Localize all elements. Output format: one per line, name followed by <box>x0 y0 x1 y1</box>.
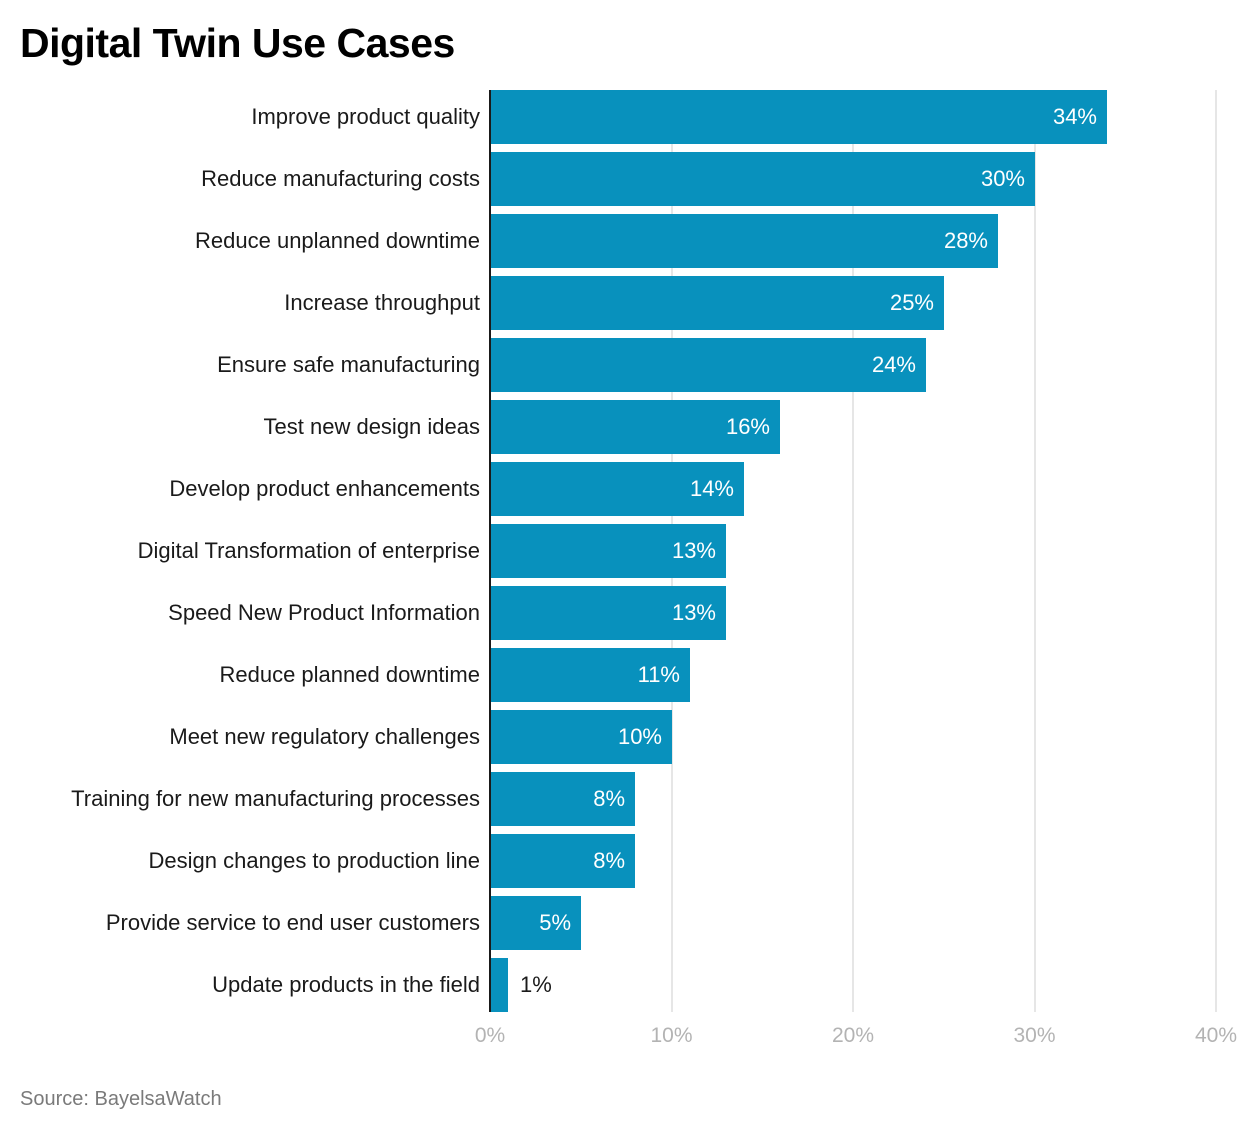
gridline <box>852 90 854 1012</box>
chart-title: Digital Twin Use Cases <box>20 20 455 66</box>
bar <box>491 214 998 268</box>
value-label: 16% <box>725 414 770 439</box>
value-label: 25% <box>889 290 934 315</box>
gridline <box>1033 90 1036 1012</box>
bar-row: Training for new manufacturing processes… <box>0 772 1240 826</box>
category-label: Develop product enhancements <box>169 476 480 501</box>
value-label: 30% <box>980 166 1025 191</box>
category-label: Improve product quality <box>251 104 480 129</box>
bar-row: Improve product quality 34% <box>0 90 1240 144</box>
bar-row: Design changes to production line 8% <box>0 834 1240 888</box>
category-label: Reduce planned downtime <box>219 662 480 687</box>
bar-row: Meet new regulatory challenges 10% <box>0 710 1240 764</box>
source-note: Source: BayelsaWatch <box>20 1088 222 1110</box>
bar <box>491 648 690 702</box>
bar-row: Speed New Product Information 13% <box>0 586 1240 640</box>
bar-row: Digital Transformation of enterprise 13% <box>0 524 1240 578</box>
y-axis-line <box>489 90 491 1012</box>
bar <box>491 400 780 454</box>
value-label: 34% <box>1052 104 1097 129</box>
bar-row: Develop product enhancements 14% <box>0 462 1240 516</box>
bar <box>491 462 744 516</box>
category-label: Training for new manufacturing processes <box>71 786 480 811</box>
value-label: 10% <box>617 724 662 749</box>
bar-row: Ensure safe manufacturing 24% <box>0 338 1240 392</box>
bar <box>491 152 1035 206</box>
category-label: Update products in the field <box>212 972 480 997</box>
bar-row: Update products in the field 1% <box>0 958 1240 1012</box>
value-label: 11% <box>637 662 680 687</box>
bar-row: Test new design ideas 16% <box>0 400 1240 454</box>
bar <box>491 90 1107 144</box>
category-label: Meet new regulatory challenges <box>169 724 480 749</box>
category-label: Ensure safe manufacturing <box>217 352 480 377</box>
category-label: Digital Transformation of enterprise <box>137 538 480 563</box>
value-label: 24% <box>871 352 916 377</box>
x-tick-label: 20% <box>831 1024 875 1047</box>
bar-row: Increase throughput 25% <box>0 276 1240 330</box>
category-label: Reduce manufacturing costs <box>201 166 480 191</box>
bar-row: Reduce planned downtime 11% <box>0 648 1240 702</box>
value-label: 13% <box>671 538 716 563</box>
category-label: Design changes to production line <box>148 848 480 873</box>
category-label: Increase throughput <box>284 290 480 315</box>
x-tick-label: 0% <box>474 1024 506 1047</box>
category-label: Speed New Product Information <box>168 600 480 625</box>
value-label: 13% <box>671 600 716 625</box>
x-tick-label: 30% <box>1013 1024 1056 1047</box>
bar <box>491 772 635 826</box>
gridline <box>1215 90 1217 1012</box>
category-label: Provide service to end user customers <box>105 910 480 935</box>
value-label: 1% <box>520 972 552 997</box>
value-label: 28% <box>943 228 988 253</box>
bar-row: Provide service to end user customers 5% <box>0 896 1240 950</box>
value-label: 8% <box>593 786 625 811</box>
bar <box>491 586 726 640</box>
value-label: 5% <box>539 910 571 935</box>
bar <box>491 276 944 330</box>
category-label: Test new design ideas <box>263 414 480 439</box>
bar <box>491 834 635 888</box>
bar <box>491 958 508 1012</box>
category-label: Reduce unplanned downtime <box>195 228 480 253</box>
bar <box>491 524 726 578</box>
x-tick-label: 40% <box>1194 1024 1238 1047</box>
bar-row: Reduce manufacturing costs 30% <box>0 152 1240 206</box>
x-tick-label: 10% <box>650 1024 693 1047</box>
bar <box>491 710 672 764</box>
value-label: 8% <box>593 848 625 873</box>
bar-row: Reduce unplanned downtime 28% <box>0 214 1240 268</box>
bar <box>491 896 581 950</box>
value-label: 14% <box>689 476 734 501</box>
bar <box>491 338 926 392</box>
